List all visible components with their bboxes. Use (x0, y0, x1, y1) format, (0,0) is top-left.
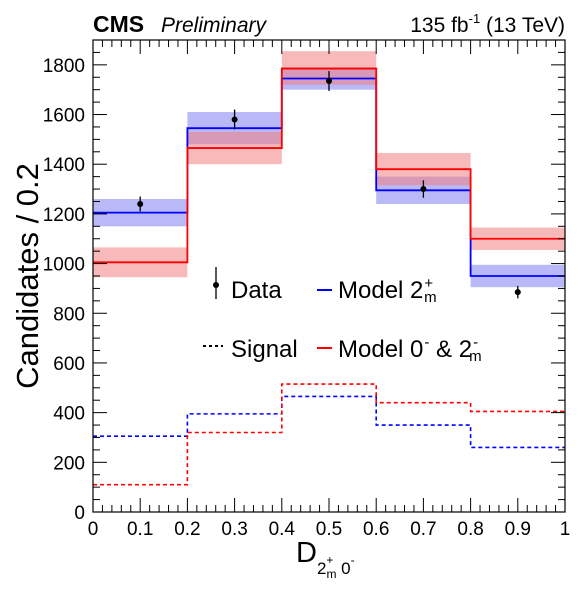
y-tick-labels: 0 200 400 600 800 1000 1200 1400 1600 1800 (43, 56, 85, 524)
legend-signal-label: Signal (231, 336, 298, 363)
y-axis-title: Candidates / 0.2 (10, 163, 45, 389)
x-tick-label: 0.1 (127, 519, 153, 540)
x-tick-label: 0.2 (174, 519, 200, 540)
x-axis-title: D2+ m 0- (296, 537, 355, 581)
x-tick-label: 0.5 (316, 519, 342, 540)
y-tick-label: 200 (53, 453, 85, 474)
data-point-1 (231, 116, 238, 123)
y-tick-label: 1200 (43, 205, 85, 226)
x-tick-label: 0.4 (269, 519, 296, 540)
y-tick-label: 0 (74, 503, 85, 524)
y-tick-label: 400 (53, 404, 85, 425)
signal-model-2m-line (93, 395, 565, 449)
x-tick-label: 1 (560, 519, 571, 540)
legend: Data Model 2+ m Signal Model 0- & 2-m (203, 267, 482, 365)
legend-data-label: Data (231, 277, 282, 304)
data-point-2 (326, 77, 332, 84)
data-point-0 (137, 200, 144, 207)
x-tick-label: 0.3 (221, 519, 247, 540)
y-tick-label: 1800 (43, 56, 85, 77)
cms-label: CMS (93, 11, 144, 37)
x-tick-label: 0.9 (505, 519, 531, 540)
model-0-2m-line (93, 67, 565, 264)
data-points (137, 71, 521, 299)
legend-model-0-2m-label: Model 0- & 2-m (338, 334, 482, 365)
y-tick-label: 1600 (43, 106, 85, 127)
y-tick-label: 600 (53, 354, 85, 375)
y-tick-label: 800 (53, 304, 85, 325)
x-tick-label: 0.6 (363, 519, 389, 540)
lumi-label: 135 fb-1 (13 TeV) (410, 11, 565, 37)
preliminary-label: Preliminary (161, 14, 268, 37)
x-tick-label: 0.7 (410, 519, 436, 540)
data-point-4 (514, 289, 521, 296)
y-tick-label: 1000 (43, 255, 85, 276)
y-tick-label: 1400 (43, 155, 85, 176)
plot-frame (92, 39, 566, 513)
signal-model-0-2m-line (93, 383, 565, 486)
x-tick-label: 0 (88, 519, 99, 540)
x-tick-label: 0.8 (457, 519, 483, 540)
legend-model-2m-label: Model 2+ m (338, 275, 437, 306)
data-point-3 (420, 186, 427, 193)
x-tick-labels: 0 0.1 0.2 0.3 0.4 0.5 0.6 0.7 0.8 0.9 1 (88, 519, 571, 540)
signal-histograms (93, 383, 565, 486)
legend-data-marker (213, 267, 219, 299)
